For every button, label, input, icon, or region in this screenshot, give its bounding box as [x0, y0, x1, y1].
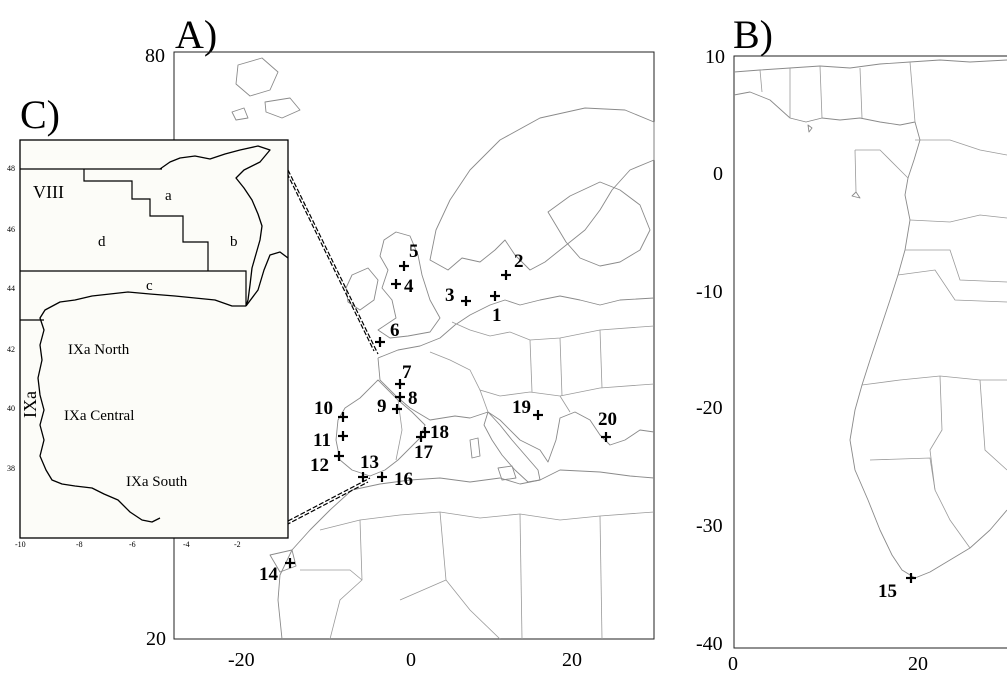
site-18-label: 18	[430, 422, 449, 443]
site-7: 7	[395, 362, 412, 389]
inset-leader-lines	[283, 166, 379, 526]
site-13: 13	[358, 452, 379, 482]
panel-c-xtick-2: -8	[76, 540, 83, 549]
panel-a-ytick-top: 80	[145, 45, 165, 67]
site-16-label: 16	[394, 469, 413, 490]
site-10-label: 10	[314, 398, 333, 419]
panel-b-ytick-1: 10	[705, 46, 725, 68]
pyrenees-east	[245, 251, 289, 307]
panel-a: A) 80 20 -20 0 20	[145, 12, 655, 671]
panel-c-frame	[19, 139, 289, 539]
site-1: 1	[490, 291, 502, 326]
panel-a-ytick-bottom: 20	[146, 628, 166, 650]
zone-ixa-north-label: IXa North	[68, 342, 130, 358]
panel-c-xtick-5: -2	[234, 540, 241, 549]
panel-a-xtick-2: 0	[406, 649, 416, 671]
panel-b-label: B)	[733, 12, 773, 57]
site-18: 18	[420, 422, 449, 443]
zone-ixa-south-label: IXa South	[126, 474, 188, 490]
site-16: 16	[377, 469, 413, 490]
panel-c-label: C)	[20, 92, 60, 137]
site-4-label: 4	[404, 276, 414, 297]
site-15-label: 15	[878, 581, 897, 602]
site-20-label: 20	[598, 409, 617, 430]
panel-b-ytick-3: -10	[696, 281, 723, 303]
panel-c-ytick-40: 40	[7, 404, 15, 413]
panel-b-ytick-2: 0	[713, 163, 723, 185]
panel-b-frame	[733, 55, 1007, 649]
site-12: 12	[310, 451, 344, 476]
site-10: 10	[314, 398, 348, 422]
site-4: 4	[391, 276, 414, 297]
site-19: 19	[512, 397, 543, 420]
site-14: 14	[259, 558, 295, 585]
site-11: 11	[313, 430, 348, 451]
panel-b-xtick-2: 20	[908, 653, 928, 674]
zone-ixa-label: IXa	[20, 391, 40, 418]
panel-c-ytick-38: 38	[7, 464, 15, 473]
site-17: 17	[414, 432, 434, 463]
panel-b-xtick-1: 0	[728, 653, 738, 674]
panel-b: B) 10 0 -10 -20 -30 -40 0 20	[696, 12, 1007, 674]
site-7-label: 7	[402, 362, 412, 383]
site-20: 20	[598, 409, 617, 442]
panel-c-xtick-1: -10	[15, 540, 26, 549]
panel-c-xticks: -10 -8 -6 -4 -2	[15, 540, 241, 549]
panel-c-yticks: 48 46 44 42 40 38	[7, 164, 15, 473]
site-14-label: 14	[259, 564, 279, 585]
zone-ixa-central-label: IXa Central	[64, 408, 134, 424]
africa-coastline	[733, 59, 1007, 579]
panel-a-xtick-3: 20	[562, 649, 582, 671]
panel-b-ytick-4: -20	[696, 397, 723, 419]
site-1-label: 1	[492, 305, 502, 326]
panel-c-ytick-46: 46	[7, 225, 15, 234]
panel-c-ytick-44: 44	[7, 284, 15, 293]
site-17-label: 17	[414, 442, 434, 463]
site-9-label: 9	[377, 396, 387, 417]
zone-d-label: d	[98, 234, 106, 250]
panel-a-xtick-1: -20	[228, 649, 255, 671]
site-2-label: 2	[514, 251, 524, 272]
site-9: 9	[377, 396, 402, 417]
site-6-label: 6	[390, 320, 400, 341]
panel-c-ytick-48: 48	[7, 164, 15, 173]
iberia-coast	[37, 291, 246, 523]
site-11-label: 11	[313, 430, 331, 451]
panel-b-ytick-6: -40	[696, 633, 723, 655]
europe-coastline	[231, 57, 655, 640]
europe-borders	[300, 321, 655, 640]
site-2: 2	[501, 251, 524, 280]
zone-a-label: a	[165, 188, 172, 204]
france-coast	[159, 145, 271, 307]
site-3-label: 3	[445, 285, 455, 306]
panel-c-xtick-3: -6	[129, 540, 136, 549]
site-8-label: 8	[408, 388, 418, 409]
site-15: 15	[878, 573, 916, 602]
sites-panel-b: 15	[878, 573, 916, 602]
sites-panel-a: 1 2 3 4 5 6 7 8 9 10 11 12 13 14 16 17 1…	[259, 241, 617, 585]
zone-c-label: c	[146, 278, 153, 294]
site-19-label: 19	[512, 397, 531, 418]
panel-c-ytick-42: 42	[7, 345, 15, 354]
site-6: 6	[375, 320, 400, 347]
site-3: 3	[445, 285, 471, 306]
site-8: 8	[395, 388, 418, 409]
zone-b-label: b	[230, 234, 238, 250]
panel-c-inset: C) 48 46 44 42 40 38 -10 -8 -6 -4 -2	[7, 92, 289, 549]
zone-viii-label: VIII	[33, 182, 64, 202]
site-5: 5	[399, 241, 419, 271]
site-12-label: 12	[310, 455, 329, 476]
africa-borders	[759, 61, 1007, 549]
site-13-label: 13	[360, 452, 379, 473]
panel-b-ytick-5: -30	[696, 515, 723, 537]
site-5-label: 5	[409, 241, 419, 262]
panel-c-xtick-4: -4	[183, 540, 190, 549]
panel-a-label: A)	[175, 12, 217, 57]
